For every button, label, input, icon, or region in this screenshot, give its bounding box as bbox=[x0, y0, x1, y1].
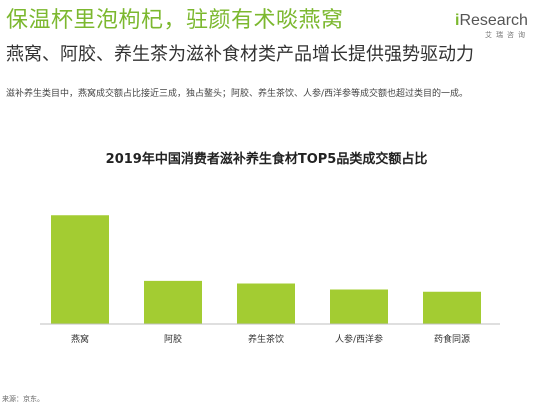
category-label-4: 药食同源 bbox=[434, 333, 470, 345]
subheadline: 燕窝、阿胶、养生茶为滋补食材类产品增长提供强势驱动力 bbox=[6, 44, 474, 65]
bar-4 bbox=[423, 291, 481, 324]
category-label-2: 养生茶饮 bbox=[248, 333, 284, 345]
bar-0 bbox=[51, 215, 109, 324]
logo-word-research: Research bbox=[459, 12, 528, 29]
category-label-0: 燕窝 bbox=[71, 333, 89, 345]
logo-subtitle: 艾瑞咨询 bbox=[485, 31, 529, 39]
source-note: 来源：京东。 bbox=[2, 395, 44, 403]
summary-text: 滋补养生类目中，燕窝成交额占比接近三成，独占鳌头；阿胶、养生茶饮、人参/西洋参等… bbox=[6, 89, 469, 99]
category-label-1: 阿胶 bbox=[164, 333, 182, 345]
bar-3 bbox=[330, 289, 388, 324]
logo-letter-i: i bbox=[455, 12, 460, 29]
iresearch-logo: iResearch 艾瑞咨询 bbox=[455, 12, 529, 46]
bar-1 bbox=[144, 280, 202, 324]
bars-group bbox=[51, 215, 481, 324]
category-label-3: 人参/西洋参 bbox=[335, 333, 383, 345]
headline: 保温杯里泡枸杞，驻颜有术啖燕窝 bbox=[6, 8, 344, 33]
category-labels-group: 燕窝 阿胶 养生茶饮 人参/西洋参 药食同源 bbox=[71, 333, 470, 345]
bar-2 bbox=[237, 283, 295, 324]
logo-wordmark: iResearch bbox=[455, 12, 528, 30]
chart-title: 2019年中国消费者滋补养生食材TOP5品类成交额占比 bbox=[105, 152, 428, 167]
bar-chart: 燕窝 阿胶 养生茶饮 人参/西洋参 药食同源 bbox=[40, 215, 500, 345]
